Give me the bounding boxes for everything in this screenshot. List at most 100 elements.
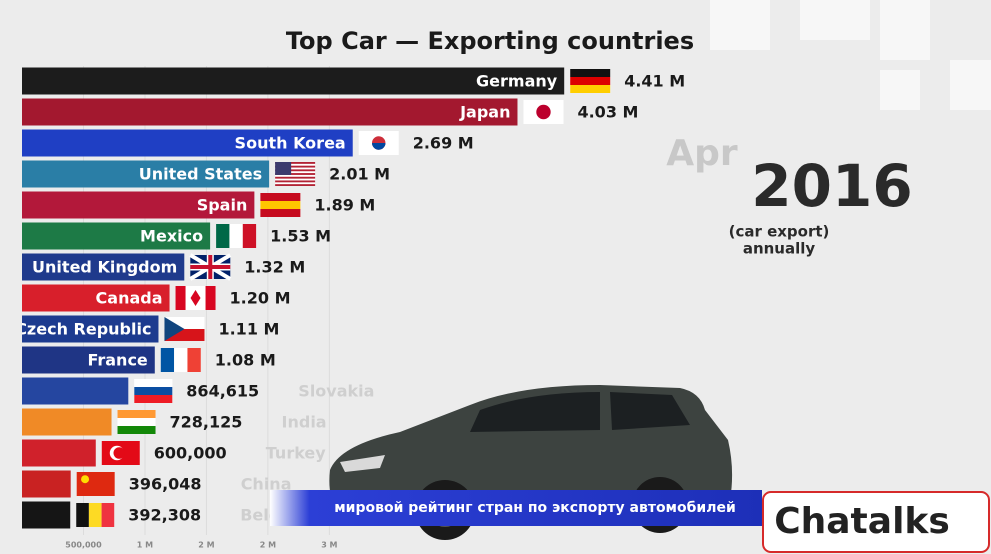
flag-stripe [134,395,173,403]
category-label: Czech Republic [15,320,151,339]
flag-cross [190,255,231,279]
bar [22,67,565,95]
decor-squares [710,0,991,110]
banner [270,490,762,526]
flag-disc [536,104,551,120]
flag-stripe [242,224,257,248]
value-label: 2.69 M [413,134,474,153]
bar [22,160,270,188]
category-label: France [87,351,147,370]
bar [22,98,518,126]
bar [22,408,112,436]
flag-stripe [117,410,156,418]
brand: Chatalks [774,501,950,542]
value-label: 1.53 M [270,227,331,246]
x-tick-label: 3 M [321,541,337,550]
note-line: (car export) [729,223,830,241]
value-label: 1.32 M [244,258,305,277]
category-label: United States [139,165,262,184]
flag-stripe [260,209,301,217]
flag-stripe [570,69,611,77]
flag-stripe [229,224,243,248]
value-label: 4.03 M [577,103,638,122]
flag-stripe [174,348,188,372]
bar [22,222,211,250]
flag-stripe [275,176,316,179]
flag-disc [372,143,386,150]
brand-box [762,491,990,553]
flag-stripe [175,286,186,310]
x-tick-label: 1 M [137,541,153,550]
value-label: 728,125 [170,413,243,432]
category-label: Germany [476,72,558,91]
bar [22,470,71,498]
category-label: Canada [96,289,163,308]
value-label: 1.08 M [215,351,276,370]
value-label: 392,308 [128,506,201,525]
value-label: 2.01 M [329,165,390,184]
x-tick-label: 500,000 [65,541,102,550]
flag-moon [113,447,126,459]
category-label: Mexico [140,227,203,246]
value-label: 4.41 M [624,72,685,91]
category-label: Spain [197,196,248,215]
flag-stripe [260,193,301,201]
flag-leaf [190,290,201,306]
flag-stripe [570,77,611,85]
bar [22,346,155,374]
category-label: Turkey [266,444,327,463]
flag-stripe [160,348,175,372]
flag-stripe [187,348,201,372]
bar [22,377,129,405]
x-tick-label: 2 M [198,541,214,550]
chart-title: Top Car — Exporting countries [286,27,694,55]
value-label: 600,000 [154,444,227,463]
bar [22,501,71,529]
category-label: Japan [459,103,510,122]
flag-stripe [275,180,316,183]
flag-stripe [275,184,316,186]
flag-stripe [275,173,316,175]
value-label: 1.20 M [230,289,291,308]
bar [22,253,185,281]
category-label: South Korea [235,134,346,153]
flag-stripe [88,503,102,527]
x-tick-label: 2 M [260,541,276,550]
category-label: United Kingdom [32,258,177,277]
flag-stripe [117,418,156,426]
value-label: 864,615 [186,382,259,401]
flag-stripe [134,387,173,395]
flag-canton [275,162,292,175]
category-label: China [241,475,292,494]
value-label: 1.89 M [314,196,375,215]
bar [22,129,353,157]
flag-star [81,475,90,484]
year: 2016 [751,152,912,220]
bars: 4.41 M Germany 4.03 M Japan 2.69 M South Kore… [15,67,685,529]
flag-stripe [134,379,173,387]
flag-stripe [275,165,316,168]
flag-stripe [275,162,316,164]
note-line: annually [743,240,816,258]
bar [22,315,159,343]
flag-stripe [101,503,115,527]
bar [22,439,96,467]
flag-stripe [205,286,216,310]
flag-stripe [117,426,156,434]
flag-stripe [216,224,230,248]
flag-stripe [570,85,611,93]
flag-bg [76,472,115,496]
flag-stripe [275,169,316,172]
flag-stripe [76,503,89,527]
bar [22,284,170,312]
category-label: India [282,413,327,432]
flag-stripe [260,201,301,209]
flag-triangle [164,317,185,341]
banner-text: мировой рейтинг стран по экспорту автомо… [334,500,736,516]
category-label: Slovakia [298,382,374,401]
value-label: 396,048 [129,475,202,494]
value-label: 1.11 M [218,320,279,339]
month: Apr [666,133,738,174]
